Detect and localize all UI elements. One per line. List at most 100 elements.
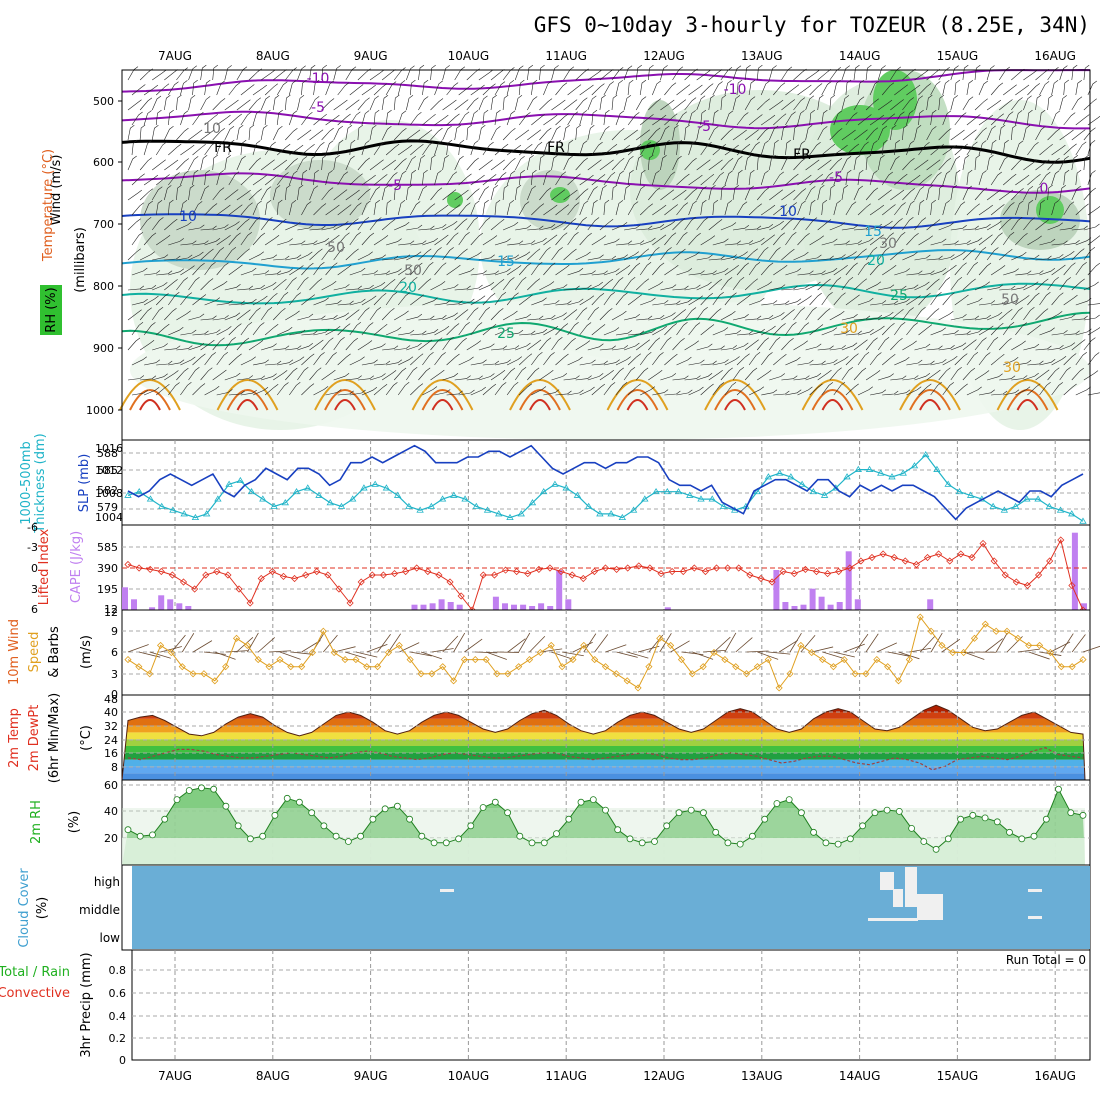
surface-wind-barb xyxy=(724,632,737,653)
rh-marker xyxy=(553,830,560,837)
wind-barb xyxy=(821,238,838,246)
wind-barb xyxy=(494,238,511,246)
wind-barb xyxy=(1063,353,1077,366)
axis-tick-label: 0 xyxy=(111,688,118,701)
wind-barb xyxy=(458,389,475,396)
wind-barb xyxy=(434,262,447,276)
wind-barb xyxy=(615,110,625,126)
wind-barb xyxy=(809,174,823,186)
thickness-marker xyxy=(573,491,582,498)
thickness-marker xyxy=(495,510,503,517)
wind-barb xyxy=(672,189,687,201)
wind-barb xyxy=(1083,98,1097,111)
wind-barb xyxy=(894,389,911,396)
wind-barb xyxy=(603,327,620,336)
wind-barb xyxy=(386,359,403,366)
slp-label: SLP (mb) xyxy=(77,454,92,513)
wind-barb xyxy=(918,383,932,396)
wind-barb xyxy=(272,125,283,141)
wind-barb xyxy=(720,184,727,201)
surface-wind-barb xyxy=(778,639,798,653)
wind-barb xyxy=(168,326,184,336)
wind-barb xyxy=(712,291,724,306)
rh-marker xyxy=(651,838,658,845)
wind-barb xyxy=(224,154,231,171)
wind-barb xyxy=(1003,84,1017,96)
wind-barb xyxy=(139,124,146,141)
wind-barb xyxy=(260,282,277,291)
surface-wind-barb xyxy=(290,651,313,655)
wind-barb xyxy=(990,139,997,156)
wind-barb xyxy=(261,373,277,381)
wind-barb xyxy=(841,65,850,81)
thickness-marker xyxy=(596,510,604,517)
thickness-marker xyxy=(753,487,761,495)
wind-speed-marker xyxy=(612,670,620,678)
wind-barb xyxy=(394,221,410,231)
wind-barb xyxy=(724,110,734,126)
wind-barb xyxy=(176,310,191,321)
rh-marker xyxy=(969,811,977,819)
wind-barb xyxy=(603,81,614,96)
rh-marker xyxy=(357,832,365,840)
rh-marker xyxy=(895,808,903,815)
precip-axis-label: 3hr Precip (mm) xyxy=(79,952,94,1057)
wind-barb xyxy=(708,278,722,291)
wind-barb xyxy=(446,390,463,396)
thickness-marker xyxy=(259,495,267,502)
wind-barb xyxy=(1051,110,1061,126)
wind-barb xyxy=(575,216,587,231)
wind-barb xyxy=(575,284,592,291)
rh-blob xyxy=(140,170,260,270)
wind-barb xyxy=(579,174,594,186)
thickness-marker xyxy=(1034,495,1042,502)
cape-label: CAPE (J/kg) xyxy=(69,531,84,603)
wind-barb xyxy=(357,340,373,351)
wind-barb xyxy=(894,298,910,306)
wind-barb xyxy=(131,111,143,126)
wind-barb xyxy=(494,109,501,126)
thickness-marker xyxy=(236,476,245,484)
surface-wind-barb xyxy=(279,651,301,660)
wind-barb xyxy=(986,189,1001,201)
wind-barb xyxy=(978,325,994,336)
cape-bar xyxy=(791,606,798,610)
wind-barb xyxy=(797,84,812,96)
wind-barb xyxy=(877,154,885,171)
cloud-gap xyxy=(868,918,918,921)
wind-barb xyxy=(926,255,943,261)
li-marker xyxy=(413,564,421,572)
wind-barb xyxy=(805,95,815,111)
wind-barb xyxy=(180,329,197,336)
wind-barb xyxy=(962,315,980,321)
wind-barb xyxy=(906,386,922,396)
wind-barb xyxy=(1011,157,1024,171)
axis-tick-label: 600 xyxy=(93,156,114,169)
wind-barb xyxy=(519,330,536,336)
wind-barb xyxy=(773,113,787,126)
wind-barb xyxy=(264,293,278,306)
wind-barb xyxy=(518,262,532,276)
wind-barb xyxy=(1083,127,1096,141)
wind-barb xyxy=(301,79,307,96)
wind-barb xyxy=(1083,281,1099,291)
wind-barb xyxy=(587,217,600,231)
wind-barb xyxy=(894,356,910,366)
wind-barb xyxy=(345,218,359,231)
wind-barb xyxy=(676,298,693,306)
wind-barb xyxy=(470,232,483,246)
wind-barb xyxy=(204,79,211,96)
wind-barb xyxy=(660,284,677,291)
rh-marker xyxy=(246,835,254,843)
wind-barb xyxy=(769,99,784,111)
wind-barb xyxy=(797,232,810,246)
surface-wind-barb xyxy=(919,635,936,653)
li-marker xyxy=(946,557,954,565)
wind-barb xyxy=(1023,159,1038,171)
wind-barb xyxy=(648,224,665,231)
wind-barb xyxy=(636,225,653,231)
wind-barb xyxy=(575,307,588,321)
wind-barb xyxy=(999,189,1014,201)
wind-barb xyxy=(543,114,558,126)
